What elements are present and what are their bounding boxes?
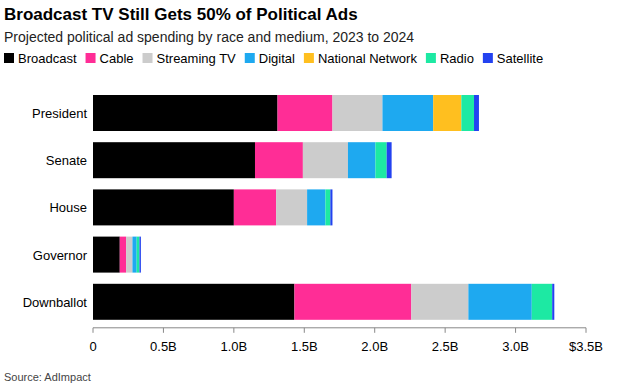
bar-segment <box>468 284 531 320</box>
bar-segment <box>93 95 278 131</box>
bar-segment <box>375 142 386 178</box>
legend-label: Radio <box>440 51 474 66</box>
bar-segment <box>474 95 479 131</box>
bar-segment <box>139 237 140 273</box>
bar-segment <box>332 95 382 131</box>
category-label: Governor <box>33 248 88 263</box>
legend: Broadcast Cable Streaming TV Digital Nationa… <box>4 51 543 66</box>
bar-segment <box>278 95 333 131</box>
bar-segment <box>552 284 554 320</box>
category-label: Downballot <box>23 295 88 310</box>
legend-swatch <box>483 53 493 63</box>
bars <box>93 95 554 320</box>
bar-segment <box>120 237 126 273</box>
tick-mark <box>163 328 164 333</box>
bar-segment <box>234 189 276 225</box>
bar-segment <box>411 284 468 320</box>
subtitle: Projected political ad spending by race … <box>4 29 414 45</box>
bar-segment <box>433 95 461 131</box>
category-label: House <box>49 200 87 215</box>
legend-label: Streaming TV <box>157 51 237 66</box>
bar-segment <box>382 95 433 131</box>
bar-segment <box>93 284 294 320</box>
legend-label: National Network <box>318 51 417 66</box>
tick-label: 1.5B <box>291 339 318 354</box>
bar-segment <box>532 284 552 320</box>
tick-mark <box>374 328 375 333</box>
bar-segment <box>307 189 325 225</box>
bar-segment <box>93 142 255 178</box>
legend-swatch <box>245 53 255 63</box>
bar-segment <box>93 237 120 273</box>
bar-segment <box>276 189 307 225</box>
chart: Broadcast TV Still Gets 50% of Political… <box>0 0 640 388</box>
category-label: President <box>32 106 87 121</box>
tick-label: 0 <box>89 339 96 354</box>
tick-mark <box>515 328 516 333</box>
bar-segment <box>387 142 392 178</box>
legend-label: Digital <box>259 51 295 66</box>
tick-mark <box>445 328 446 333</box>
bar-segment <box>137 237 140 273</box>
source: Source: AdImpact <box>4 371 91 383</box>
bar-segment <box>325 189 330 225</box>
tick-mark <box>93 328 94 333</box>
bar-segment <box>330 189 332 225</box>
tick-mark <box>304 328 305 333</box>
bar-segment <box>303 142 348 178</box>
legend-swatch <box>143 53 153 63</box>
title: Broadcast TV Still Gets 50% of Political… <box>4 5 358 24</box>
x-axis-line <box>93 327 586 328</box>
legend-label: Cable <box>100 51 134 66</box>
tick-label: $3.5B <box>569 339 603 354</box>
tick-label: 3.0B <box>502 339 529 354</box>
bar-segment <box>255 142 303 178</box>
category-label: Senate <box>46 153 87 168</box>
legend-swatch <box>304 53 314 63</box>
legend-swatch <box>426 53 436 63</box>
tick-label: 2.5B <box>432 339 459 354</box>
tick-label: 0.5B <box>150 339 177 354</box>
legend-swatch <box>86 53 96 63</box>
legend-label: Satellite <box>497 51 543 66</box>
bar-segment <box>132 237 136 273</box>
tick-mark <box>586 328 587 333</box>
tick-label: 2.0B <box>361 339 388 354</box>
tick-label: 1.0B <box>220 339 247 354</box>
bar-segment <box>93 189 234 225</box>
tick-mark <box>233 328 234 333</box>
bar-segment <box>461 95 474 131</box>
bar-segment <box>294 284 411 320</box>
legend-swatch <box>4 53 14 63</box>
bar-segment <box>348 142 375 178</box>
bar-segment <box>126 237 132 273</box>
legend-label: Broadcast <box>18 51 77 66</box>
